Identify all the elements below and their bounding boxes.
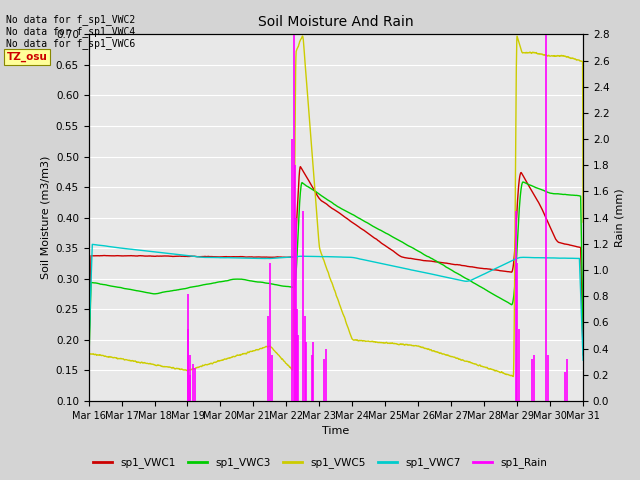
Legend: sp1_VWC1, sp1_VWC3, sp1_VWC5, sp1_VWC7, sp1_Rain: sp1_VWC1, sp1_VWC3, sp1_VWC5, sp1_VWC7, … xyxy=(89,453,551,472)
Text: No data for f_sp1_VWC6: No data for f_sp1_VWC6 xyxy=(6,37,136,48)
Y-axis label: Soil Moisture (m3/m3): Soil Moisture (m3/m3) xyxy=(40,156,50,279)
Text: No data for f_sp1_VWC2: No data for f_sp1_VWC2 xyxy=(6,13,136,24)
Text: TZ_osu: TZ_osu xyxy=(6,52,47,62)
Title: Soil Moisture And Rain: Soil Moisture And Rain xyxy=(258,15,413,29)
X-axis label: Time: Time xyxy=(322,426,349,436)
Text: No data for f_sp1_VWC4: No data for f_sp1_VWC4 xyxy=(6,25,136,36)
Y-axis label: Rain (mm): Rain (mm) xyxy=(615,188,625,247)
